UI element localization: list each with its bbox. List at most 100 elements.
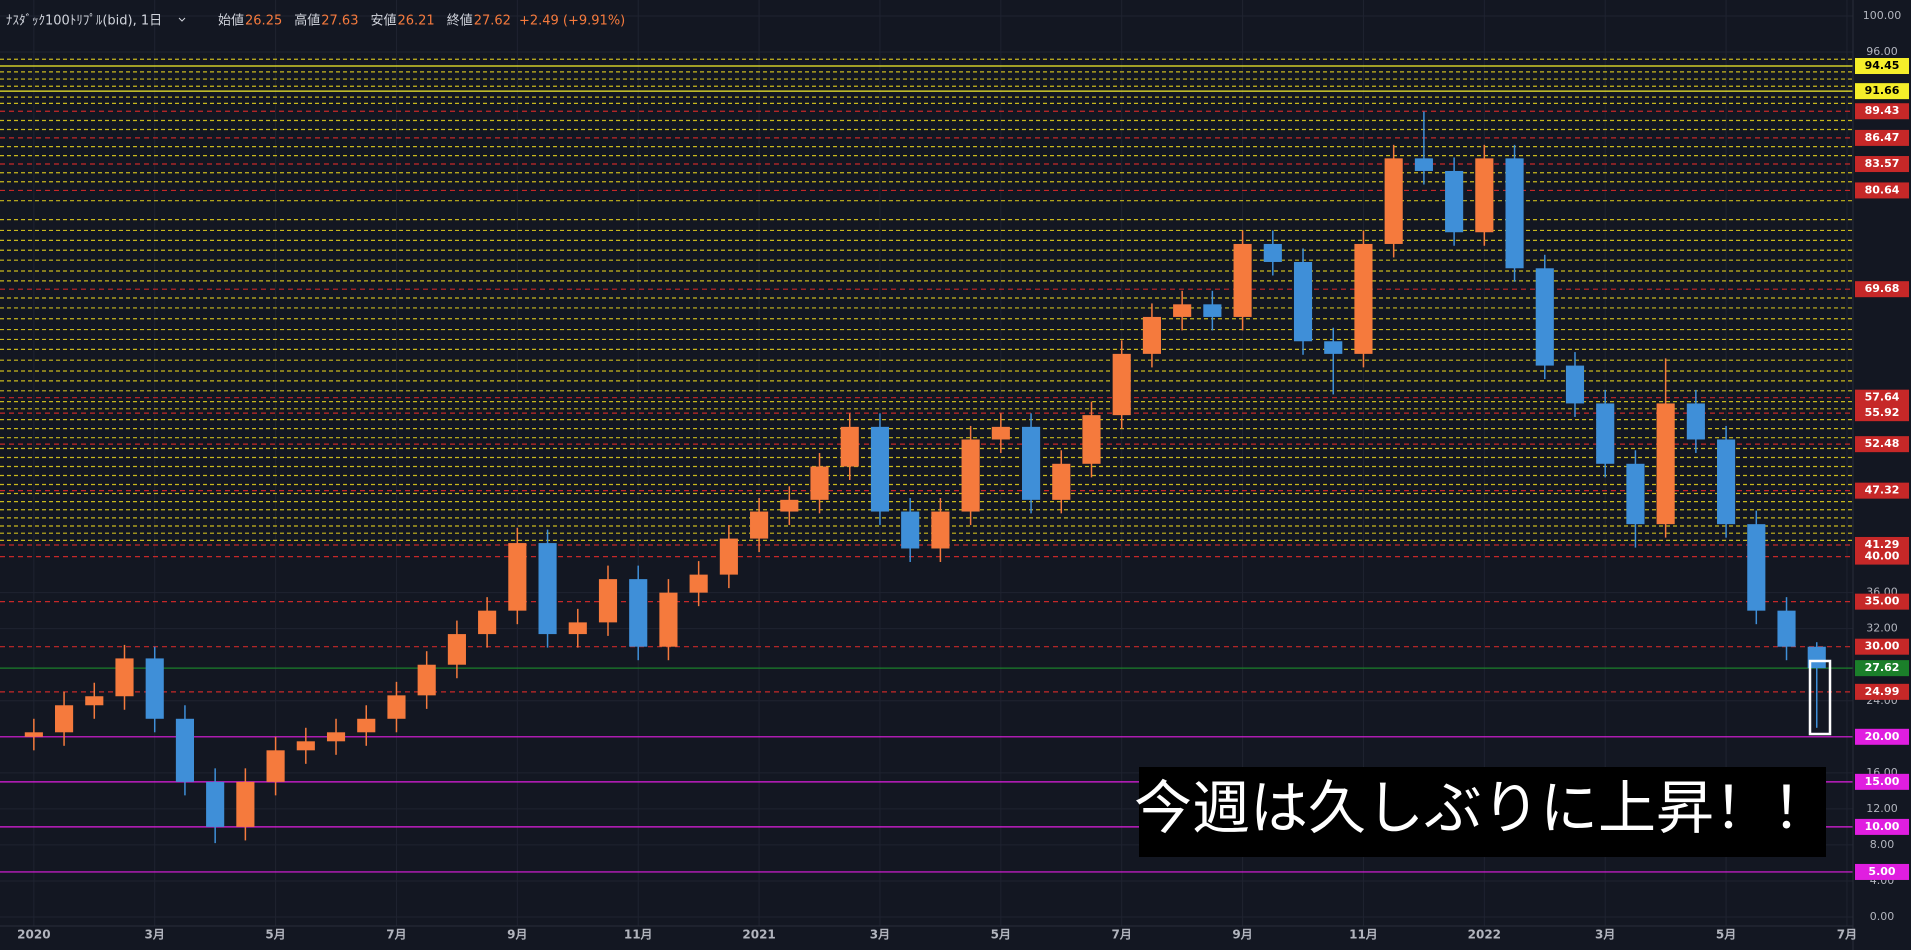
candle-body [1354, 243, 1373, 354]
x-tick-label: 9月 [507, 928, 527, 942]
level-label: 69.68 [1865, 282, 1900, 295]
x-tick-label: 3月 [1595, 928, 1615, 942]
legend-value: 27.63 [321, 14, 358, 29]
candle-body [296, 741, 315, 751]
candle-body [1777, 610, 1796, 647]
candle-body [1626, 463, 1645, 525]
grid [0, 0, 1853, 926]
level-label-bg [1855, 436, 1909, 453]
candle-body [1475, 158, 1494, 233]
candle-body [901, 511, 920, 549]
candle-body [1173, 304, 1192, 317]
x-tick-label: 7月 [386, 928, 406, 942]
candle-body [810, 466, 829, 500]
candle-body [1112, 353, 1131, 416]
candle-body [689, 574, 708, 593]
candle-body [1233, 243, 1252, 317]
candle-body [1052, 463, 1071, 500]
candle-body [357, 718, 376, 733]
candle-body [326, 732, 346, 742]
y-tick-label: 96.00 [1866, 45, 1898, 58]
level-label: 27.62 [1865, 661, 1900, 674]
candle-body [780, 499, 799, 512]
candle-body [24, 732, 43, 737]
legend-change: +2.49 (+9.91%) [519, 14, 625, 29]
level-label: 94.45 [1865, 59, 1900, 72]
candle-body [145, 658, 164, 719]
candle-body [1656, 403, 1675, 525]
candle-body [750, 511, 769, 539]
legend-name: 始値 [218, 13, 244, 29]
x-tick-label: 7月 [1112, 928, 1132, 942]
level-label: 20.00 [1865, 730, 1900, 743]
level-label-bg [1855, 83, 1909, 100]
legend-value: 27.62 [474, 14, 511, 29]
level-label: 55.92 [1865, 406, 1900, 419]
level-label-bg [1855, 660, 1909, 677]
candle-body [175, 718, 195, 782]
level-label: 5.00 [1868, 865, 1895, 878]
candle-body [659, 592, 678, 647]
x-tick-label: 5月 [1716, 928, 1736, 942]
x-tick-label: 11月 [1349, 928, 1378, 942]
x-tick-label: 3月 [870, 928, 890, 942]
candle-body [1324, 341, 1343, 354]
annotation: 今週は久しぶりに上昇！！ [1134, 774, 1830, 842]
x-tick-label: 9月 [1232, 928, 1252, 942]
level-label: 35.00 [1865, 595, 1900, 608]
candle-body [1505, 158, 1524, 269]
level-label-bg [1855, 863, 1909, 880]
candle-body [568, 622, 587, 635]
level-label: 10.00 [1865, 820, 1900, 833]
level-label: 89.43 [1865, 104, 1900, 117]
level-label-bg [1855, 683, 1909, 700]
level-label-bg [1855, 548, 1909, 565]
candle-body [961, 439, 980, 512]
x-tick-label: 2022 [1468, 928, 1501, 942]
candle-body [447, 634, 466, 665]
candle-body [236, 781, 255, 827]
x-tick-label: 2020 [17, 928, 50, 942]
level-label-bg [1855, 405, 1909, 422]
level-label-bg [1855, 482, 1909, 499]
x-tick-label: 3月 [145, 928, 165, 942]
candle-body [1414, 158, 1433, 171]
candle-body [1142, 316, 1161, 354]
level-label-bg [1855, 389, 1909, 406]
candle-body [1445, 170, 1464, 233]
candle-body [1293, 261, 1313, 342]
candle-body [1384, 158, 1403, 244]
level-label: 40.00 [1865, 550, 1900, 563]
x-tick-label: 5月 [265, 928, 285, 942]
y-tick-label: 8.00 [1870, 838, 1895, 851]
level-label: 24.99 [1865, 685, 1900, 698]
annotation-box [1139, 767, 1826, 857]
chevron[interactable] [178, 17, 186, 22]
candle-body [266, 750, 285, 782]
level-label: 30.00 [1865, 640, 1900, 653]
candle-body [54, 705, 74, 733]
level-label: 41.29 [1865, 538, 1900, 551]
candles [24, 111, 1826, 844]
time-axis: 2020 3月 5月 7月 9月 11月 2021 3月 5月 7月 9月 11月 2022 3月 5月 7月 [17, 928, 1857, 942]
level-label-bg [1855, 281, 1909, 298]
level-label-bg [1855, 103, 1909, 120]
ohlc-legend: 始値 26.25 高値 27.63 安値 26.21 終値 27.62 +2.49 (+9.91… [218, 13, 625, 29]
level-label: 83.57 [1865, 157, 1900, 170]
y-tick-label: 0.00 [1870, 910, 1895, 923]
candle-body [991, 426, 1010, 440]
candle-body [1203, 304, 1222, 317]
level-label-bg [1855, 182, 1909, 199]
level-label-bg [1855, 638, 1909, 655]
candle-body [417, 664, 436, 696]
highlight-box [1808, 659, 1832, 736]
candle-body [85, 696, 104, 706]
x-tick-label: 11月 [624, 928, 653, 942]
level-label-bg [1855, 773, 1909, 790]
level-label: 15.00 [1865, 775, 1900, 788]
level-label-bg [1855, 58, 1909, 75]
candle-body [1021, 426, 1041, 500]
candle-body [1686, 403, 1705, 440]
